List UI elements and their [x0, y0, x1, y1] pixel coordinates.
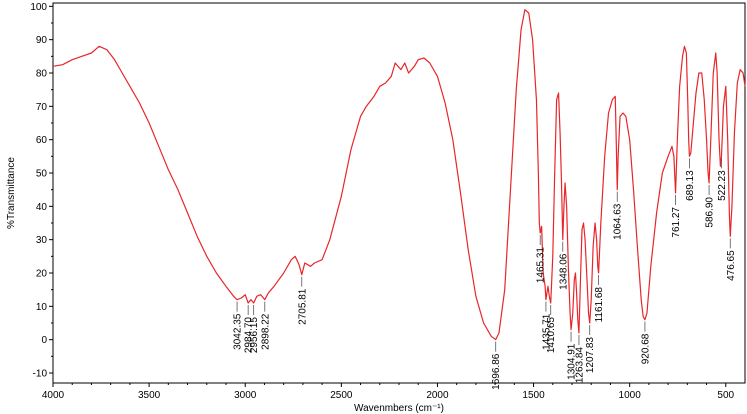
peak-label: 1465.31: [536, 247, 547, 284]
x-tick-label: 1500: [522, 390, 545, 401]
x-axis-title: Wavenmbers (cm⁻¹): [354, 403, 444, 414]
x-tick-label: 3500: [138, 390, 161, 401]
peak-label: 1161.68: [594, 287, 605, 323]
peak-label: 920.68: [640, 333, 651, 364]
x-tick-label: 2500: [330, 390, 353, 401]
y-tick-label: 90: [36, 35, 48, 46]
x-tick-label: 3000: [234, 390, 257, 401]
x-tick-label: 500: [717, 390, 734, 401]
y-axis-title: %Transmittance: [6, 157, 17, 229]
peak-label: 476.65: [726, 250, 737, 281]
x-tick-label: 4000: [42, 390, 65, 401]
y-tick-label: 70: [36, 102, 48, 113]
line-layer: [52, 9, 746, 341]
peak-label: 1696.86: [491, 353, 502, 390]
peak-label: 1410.65: [546, 317, 557, 354]
spectrum-line: [52, 9, 746, 341]
peak-label: 522.23: [717, 170, 728, 201]
y-tick-label: 0: [41, 335, 47, 346]
peak-label: 1348.06: [558, 253, 569, 290]
y-tick-label: 40: [36, 202, 48, 213]
y-tick-label: -10: [33, 369, 48, 380]
peak-label: 1304.91: [567, 343, 578, 380]
peak-label: 2956.15: [249, 317, 260, 354]
y-tick-label: 10: [36, 302, 48, 313]
peak-label: 689.13: [685, 170, 696, 201]
peak-label: 586.90: [705, 197, 716, 228]
peak-label: 1263.84: [574, 347, 585, 384]
axes-layer: -10 0 10 20 30 40 50 60 70 80 90 100 4000 3500 3000 250…: [30, 2, 746, 401]
peak-label: 1064.63: [613, 203, 624, 240]
y-tick-label: 30: [36, 235, 48, 246]
y-tick-label: 50: [36, 169, 48, 180]
peak-label: 2705.81: [297, 288, 308, 325]
peak-label: 761.27: [671, 207, 682, 238]
peak-label: 1435.71: [541, 313, 552, 350]
peak-label: 2898.22: [260, 313, 271, 350]
peak-label: 1207.83: [585, 337, 596, 374]
y-tick-label: 20: [36, 269, 48, 280]
plot-frame: [52, 2, 746, 384]
peak-label: 2984.70: [244, 317, 255, 354]
y-tick-label: 80: [36, 69, 48, 80]
x-tick-label: 2000: [426, 390, 449, 401]
y-tick-label: 100: [30, 2, 47, 13]
peak-label: 3042.35: [233, 313, 244, 350]
y-tick-label: 60: [36, 135, 48, 146]
x-tick-label: 1000: [619, 390, 642, 401]
